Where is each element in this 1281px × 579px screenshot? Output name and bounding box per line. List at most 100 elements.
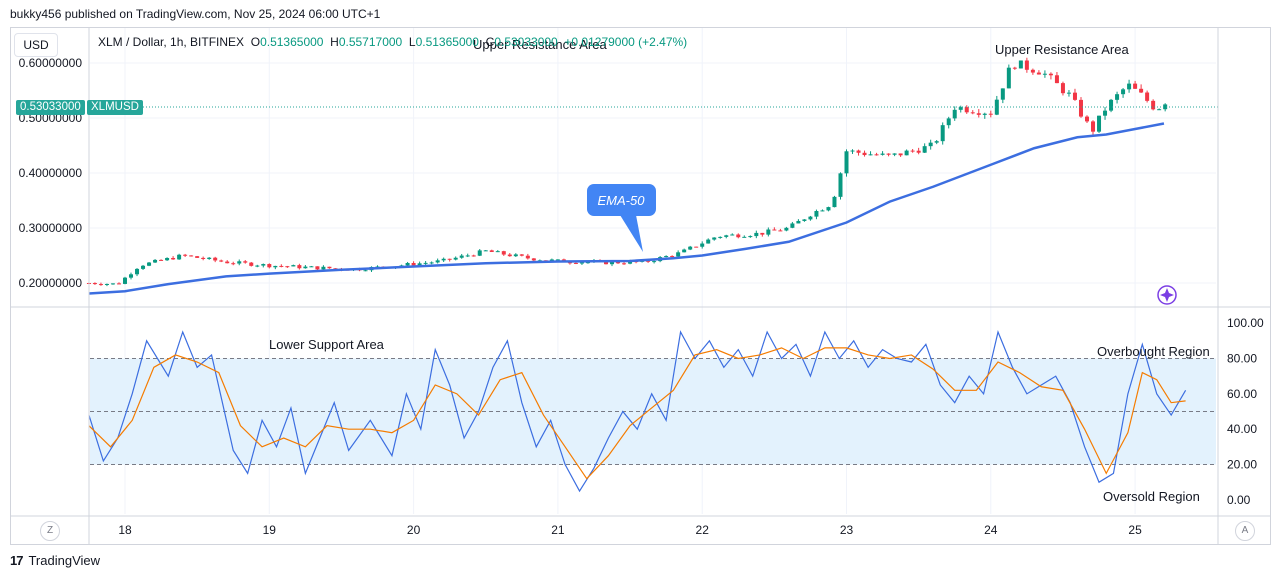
ema-callout: EMA-50 xyxy=(587,184,656,252)
candle-body xyxy=(886,153,891,155)
candle-body xyxy=(820,210,825,212)
candle-body xyxy=(724,235,729,237)
candle-body xyxy=(838,173,843,197)
chart-frame xyxy=(10,27,1271,545)
stoch-d-line xyxy=(88,347,1186,480)
candle-body xyxy=(1157,109,1162,111)
compass-icon[interactable] xyxy=(1157,285,1177,305)
candle-body xyxy=(604,260,608,265)
tradingview-logo-icon: 17 xyxy=(10,553,24,568)
candle-body xyxy=(1151,100,1156,110)
candle-body xyxy=(243,261,248,263)
tick-labels: 0.600000000.500000000.400000000.30000000… xyxy=(19,56,1264,537)
candle-body xyxy=(225,261,230,264)
candle-body xyxy=(267,264,272,268)
time-tick-label: 24 xyxy=(984,523,998,537)
candle-body xyxy=(423,262,428,264)
candle-body xyxy=(489,250,494,252)
candle-body xyxy=(1054,75,1059,84)
candle-body xyxy=(748,236,753,238)
candle-body xyxy=(1145,92,1150,101)
candle-body xyxy=(279,265,284,267)
candle-body xyxy=(123,277,127,284)
symbol-tag: XLMUSD xyxy=(87,100,143,115)
candle-body xyxy=(189,255,194,257)
currency-button[interactable]: USD xyxy=(14,33,58,57)
time-tick-label: 22 xyxy=(696,523,710,537)
candle-body xyxy=(1012,67,1017,69)
price-tick-label: 0.20000000 xyxy=(19,276,83,290)
zoom-button[interactable]: Z xyxy=(40,521,60,541)
candle-body xyxy=(549,259,554,261)
price-tick-label: 0.60000000 xyxy=(19,56,83,70)
candle-body xyxy=(1030,69,1035,73)
candle-body xyxy=(153,259,158,263)
candle-body xyxy=(405,262,410,266)
stoch-tick-label: 60.00 xyxy=(1227,387,1257,401)
candle-body xyxy=(573,262,578,264)
candle-body xyxy=(1115,94,1120,100)
candle-body xyxy=(670,256,675,258)
candle-body xyxy=(171,257,176,260)
candle-body xyxy=(694,246,699,248)
close-value: 0.53033000 xyxy=(494,35,558,49)
candle-body xyxy=(315,266,320,270)
candle-body xyxy=(784,227,789,231)
candle-body xyxy=(778,230,783,232)
candle-body xyxy=(688,246,693,250)
candle-body xyxy=(1121,89,1126,95)
annotations: Upper Resistance Area Upper Resistance Ar… xyxy=(269,37,1210,504)
candle-body xyxy=(946,118,951,126)
candle-body xyxy=(766,229,771,235)
candle-body xyxy=(1078,99,1083,117)
candle-body xyxy=(1127,83,1132,90)
candle-body xyxy=(165,257,170,261)
annotation-upper-resistance-1: Upper Resistance Area xyxy=(473,37,607,52)
candle-body xyxy=(333,268,338,270)
candle-body xyxy=(742,236,747,238)
annotation-upper-resistance-2: Upper Resistance Area xyxy=(995,42,1129,57)
candle-body xyxy=(104,283,109,285)
candle-body xyxy=(201,257,206,259)
candle-body xyxy=(273,265,278,268)
open-label: O xyxy=(250,35,261,49)
candle-body xyxy=(585,262,590,264)
candle-body xyxy=(1000,88,1005,100)
legend-symbol: XLM / Dollar, 1h, BITFINEX xyxy=(98,35,245,49)
candle-body xyxy=(231,263,236,265)
candle-body xyxy=(429,262,434,264)
candle-body xyxy=(435,260,440,263)
ema-callout-label: EMA-50 xyxy=(598,193,646,208)
candle-body xyxy=(1042,73,1047,75)
candle-body xyxy=(802,219,807,221)
last-price-tag: 0.53033000 xyxy=(16,100,85,115)
close-label: C xyxy=(485,35,495,49)
high-label: H xyxy=(330,35,339,49)
candle-body xyxy=(676,252,681,257)
low-value: 0.51365000 xyxy=(415,35,479,49)
candle-body xyxy=(417,263,422,266)
stoch-k-line xyxy=(88,330,1187,493)
candle-body xyxy=(718,236,723,238)
candle-body xyxy=(664,256,669,258)
candle-body xyxy=(754,232,759,237)
candle-body xyxy=(916,150,921,153)
candle-body xyxy=(459,255,464,258)
candle-body xyxy=(477,250,482,256)
candle-body xyxy=(495,251,500,253)
candle-body xyxy=(303,266,308,269)
price-tick-label: 0.30000000 xyxy=(19,221,83,235)
candle-body xyxy=(892,153,897,155)
time-tick-label: 25 xyxy=(1128,523,1142,537)
low-label: L xyxy=(408,35,416,49)
candle-body xyxy=(616,261,621,264)
time-tick-label: 23 xyxy=(840,523,854,537)
candle-body xyxy=(1163,104,1168,110)
footer-brand: 17 TradingView xyxy=(10,553,100,568)
candle-body xyxy=(730,234,735,236)
publisher-line: bukky456 published on TradingView.com, N… xyxy=(10,7,381,21)
auto-scale-button[interactable]: A xyxy=(1235,521,1255,541)
candle-body xyxy=(441,258,446,261)
candles xyxy=(86,57,1168,287)
